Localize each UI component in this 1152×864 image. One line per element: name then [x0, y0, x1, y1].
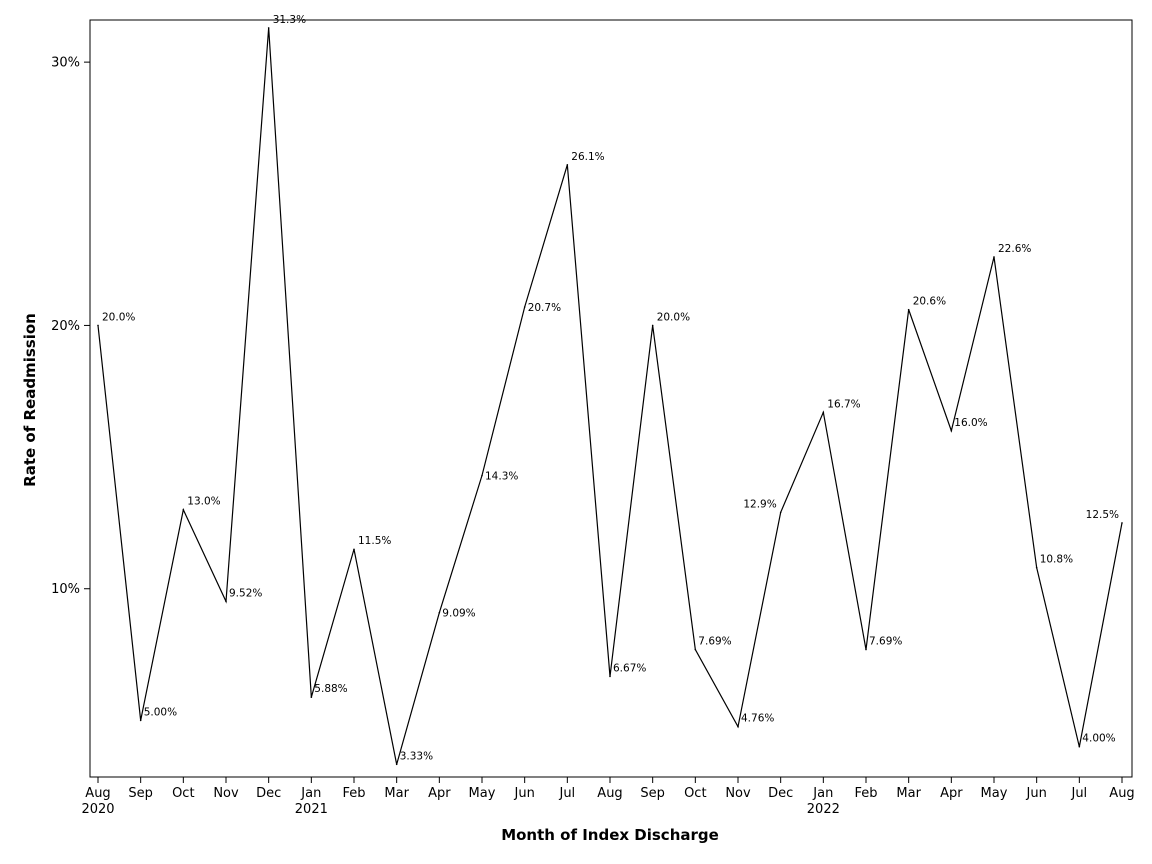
data-label: 20.0% [102, 311, 135, 323]
x-tick-label-month: Oct [684, 786, 706, 801]
series-line [97, 27, 1123, 765]
data-point [609, 675, 611, 678]
data-point [438, 611, 441, 614]
x-tick-label-month: Nov [213, 786, 239, 801]
data-label: 12.9% [743, 498, 776, 510]
x-tick-label-month: Jan [812, 786, 833, 801]
x-tick-label-month: Mar [896, 786, 921, 801]
data-label: 7.69% [698, 636, 731, 648]
data-label: 31.3% [273, 14, 306, 26]
x-tick-label-month: Jun [1026, 786, 1047, 801]
y-tick-label: 30% [51, 56, 80, 71]
x-tick-label-month: Jun [514, 786, 535, 801]
x-tick-label-month: May [981, 786, 1008, 801]
data-label: 11.5% [358, 535, 391, 547]
data-label: 5.00% [144, 706, 177, 718]
x-tick-label-month: Sep [640, 786, 665, 801]
data-label: 13.0% [187, 496, 220, 508]
data-point [950, 429, 953, 432]
data-label: 20.7% [528, 302, 561, 314]
x-tick-label-month: Jul [1070, 786, 1087, 801]
data-point [1078, 745, 1081, 748]
data-label: 9.09% [442, 608, 475, 620]
data-point [694, 648, 697, 651]
x-tick-label-year: 2022 [807, 802, 840, 817]
y-axis: 10% 20% 30% [51, 56, 90, 597]
data-point [822, 411, 825, 414]
data-label: 20.6% [913, 296, 946, 308]
data-point [310, 696, 313, 699]
data-point [139, 719, 142, 722]
data-point [395, 763, 398, 766]
data-label: 26.1% [571, 151, 604, 163]
data-label: 10.8% [1040, 554, 1073, 566]
data-labels: 20.0% 5.00% 13.0% 9.52% 31.3% 5.88% 11.5% 3.33%… [97, 14, 1123, 766]
x-tick-label-month: Jul [558, 786, 575, 801]
data-point [993, 256, 995, 258]
data-point [97, 324, 99, 327]
data-label: 12.5% [1086, 509, 1119, 521]
data-point [737, 725, 739, 728]
data-label: 5.88% [314, 683, 347, 695]
data-label: 16.7% [827, 398, 860, 410]
x-tick-label-month: Jan [300, 786, 321, 801]
data-point [523, 306, 526, 308]
data-point [865, 648, 867, 651]
x-tick-label-month: Aug [1109, 786, 1134, 801]
plot-frame [89, 19, 1133, 778]
y-tick-label: 10% [51, 582, 80, 597]
data-label: 16.0% [954, 417, 987, 429]
y-axis-title: Rate of Readmission [21, 313, 39, 487]
data-point [182, 508, 185, 511]
data-label: 9.52% [229, 587, 262, 599]
data-label: 3.33% [400, 750, 433, 762]
data-label: 4.00% [1082, 733, 1115, 745]
x-tick-label-month: Oct [172, 786, 194, 801]
data-point [481, 474, 483, 477]
data-label: 14.3% [485, 471, 518, 483]
data-point [1121, 522, 1123, 524]
x-tick-label-month: Feb [854, 786, 877, 801]
data-label: 22.6% [998, 243, 1031, 255]
data-label: 6.67% [613, 662, 646, 674]
data-point [353, 548, 355, 551]
data-point [225, 600, 227, 603]
data-point [267, 27, 270, 29]
data-label: 7.69% [869, 636, 902, 648]
x-tick-label-month: Apr [940, 786, 963, 801]
x-axis-title: Month of Index Discharge [501, 826, 719, 844]
x-tick-label-month: Dec [768, 786, 793, 801]
x-tick-label-month: Sep [128, 786, 153, 801]
x-tick-label-month: Mar [384, 786, 409, 801]
x-tick-label-month: Nov [725, 786, 751, 801]
data-point [651, 324, 654, 327]
data-point [907, 308, 910, 311]
y-tick-label: 20% [51, 319, 80, 334]
data-point [779, 511, 782, 514]
x-tick-label-month: Feb [342, 786, 365, 801]
data-point [566, 164, 569, 166]
x-tick-label-month: Dec [256, 786, 281, 801]
x-tick-label-month: Aug [597, 786, 622, 801]
data-label: 20.0% [657, 311, 690, 323]
x-tick-label-year: 2021 [295, 802, 328, 817]
data-point [1035, 566, 1038, 569]
x-tick-label-month: May [469, 786, 496, 801]
x-tick-label-month: Aug [85, 786, 110, 801]
x-tick-label-year: 2020 [81, 802, 114, 817]
x-tick-label-month: Apr [428, 786, 451, 801]
data-label: 4.76% [741, 713, 774, 725]
